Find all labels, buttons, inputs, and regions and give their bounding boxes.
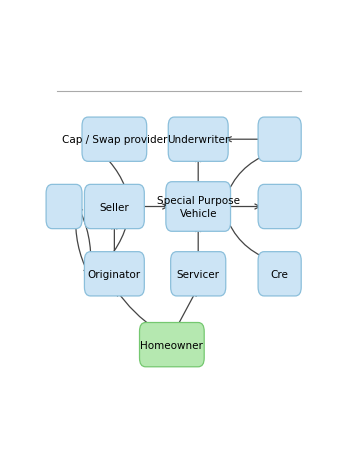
Text: Cap / Swap provider: Cap / Swap provider <box>62 135 167 145</box>
FancyBboxPatch shape <box>46 185 82 229</box>
Text: Originator: Originator <box>88 269 141 279</box>
FancyBboxPatch shape <box>168 118 228 162</box>
FancyBboxPatch shape <box>258 185 301 229</box>
FancyBboxPatch shape <box>258 118 301 162</box>
Text: Underwriter: Underwriter <box>167 135 229 145</box>
FancyBboxPatch shape <box>84 185 144 229</box>
FancyBboxPatch shape <box>139 323 204 367</box>
FancyBboxPatch shape <box>82 118 147 162</box>
FancyBboxPatch shape <box>171 252 226 297</box>
Text: Cre: Cre <box>271 269 289 279</box>
FancyBboxPatch shape <box>84 252 144 297</box>
Text: Seller: Seller <box>100 202 129 212</box>
Text: Servicer: Servicer <box>177 269 220 279</box>
Text: Homeowner: Homeowner <box>140 340 203 350</box>
Text: Special Purpose
Vehicle: Special Purpose Vehicle <box>157 196 240 218</box>
FancyBboxPatch shape <box>258 252 301 297</box>
FancyBboxPatch shape <box>166 182 231 232</box>
